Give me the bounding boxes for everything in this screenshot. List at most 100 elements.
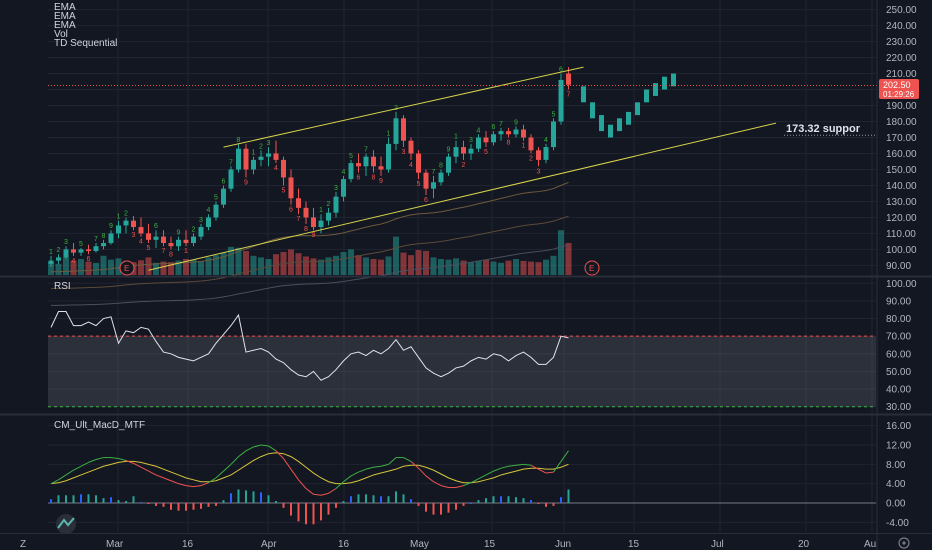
candle-body[interactable] <box>213 204 219 218</box>
candle-body[interactable] <box>468 148 474 154</box>
candle-body[interactable] <box>123 220 129 226</box>
candle-body[interactable] <box>476 137 481 149</box>
candle-body[interactable] <box>161 236 166 244</box>
candle-body[interactable] <box>333 196 339 213</box>
candle-body[interactable] <box>408 140 414 154</box>
candle-body[interactable] <box>183 239 189 244</box>
macd-pane[interactable] <box>48 444 876 525</box>
candle-body[interactable] <box>86 249 91 252</box>
macd-histogram-bar <box>515 497 517 503</box>
candle-body[interactable] <box>326 212 331 221</box>
candle-body[interactable] <box>78 249 84 253</box>
candle-body[interactable] <box>138 227 144 234</box>
forecast-bar[interactable] <box>590 102 595 119</box>
candle-body[interactable] <box>513 129 519 135</box>
candle-body[interactable] <box>71 249 76 253</box>
candle-body[interactable] <box>131 220 136 228</box>
candle-body[interactable] <box>536 150 541 160</box>
price-axis-tick-label: 150.00 <box>886 165 917 176</box>
candle-body[interactable] <box>453 147 459 157</box>
forecast-bar[interactable] <box>581 86 586 103</box>
candle-body[interactable] <box>206 217 211 228</box>
candle-body[interactable] <box>266 153 271 157</box>
candle-body[interactable] <box>273 153 279 160</box>
candle-body[interactable] <box>423 172 429 189</box>
forecast-bar[interactable] <box>662 76 667 90</box>
td-sequential-count: 4 <box>477 127 481 134</box>
candle-body[interactable] <box>566 73 571 85</box>
candle-body[interactable] <box>491 134 496 143</box>
forecast-bar[interactable] <box>653 83 658 96</box>
candle-body[interactable] <box>146 233 151 240</box>
candle-body[interactable] <box>101 243 106 247</box>
macd-line-segment <box>200 482 209 487</box>
candle-body[interactable] <box>296 198 301 208</box>
candle-body[interactable] <box>356 163 361 167</box>
candle-body[interactable] <box>243 148 249 170</box>
candle-body[interactable] <box>558 79 564 122</box>
forecast-bar[interactable] <box>617 118 622 132</box>
candle-body[interactable] <box>348 163 354 180</box>
corner-icon[interactable]: Z <box>20 539 26 550</box>
volume-bar <box>528 261 534 275</box>
candle-body[interactable] <box>251 159 256 170</box>
candle-body[interactable] <box>63 249 69 258</box>
candle-body[interactable] <box>168 243 174 247</box>
candle-body[interactable] <box>318 220 324 228</box>
candle-body[interactable] <box>198 227 204 237</box>
candle-body[interactable] <box>521 129 526 138</box>
candle-body[interactable] <box>371 156 376 167</box>
forecast-bar[interactable] <box>671 73 676 87</box>
td-sequential-count: 2 <box>529 155 533 162</box>
candle-body[interactable] <box>303 207 309 218</box>
candle-body[interactable] <box>483 137 489 143</box>
candle-body[interactable] <box>386 143 391 170</box>
candle-body[interactable] <box>116 225 121 234</box>
channel-upper-line[interactable] <box>223 66 584 148</box>
earnings-marker-1[interactable]: E <box>119 260 135 276</box>
candle-body[interactable] <box>258 156 264 160</box>
candle-body[interactable] <box>543 147 549 160</box>
candle-body[interactable] <box>108 233 114 244</box>
candle-body[interactable] <box>393 118 399 144</box>
candle-body[interactable] <box>236 148 241 170</box>
candle-body[interactable] <box>341 179 346 197</box>
candle-body[interactable] <box>378 166 384 170</box>
candle-body[interactable] <box>461 147 466 154</box>
macd-signal-line[interactable] <box>50 452 569 485</box>
candle-body[interactable] <box>228 169 234 189</box>
candle-body[interactable] <box>191 236 196 244</box>
candle-body[interactable] <box>311 217 316 228</box>
candle-body[interactable] <box>153 236 159 240</box>
rsi-pane[interactable] <box>48 311 876 408</box>
candle-body[interactable] <box>431 182 436 189</box>
settings-gear-icon[interactable] <box>898 537 910 549</box>
channel-lower-line[interactable] <box>148 122 777 271</box>
candle-body[interactable] <box>506 131 511 135</box>
candle-body[interactable] <box>551 121 556 148</box>
candle-body[interactable] <box>48 260 54 264</box>
candle-body[interactable] <box>363 156 369 167</box>
rsi-line[interactable] <box>50 311 569 381</box>
candle-body[interactable] <box>221 188 226 205</box>
candle-body[interactable] <box>288 177 294 199</box>
candle-body[interactable] <box>416 153 421 173</box>
candle-body[interactable] <box>401 118 406 141</box>
candle-body[interactable] <box>281 159 286 178</box>
tradingview-logo-icon[interactable] <box>56 514 76 534</box>
forecast-bar[interactable] <box>635 102 640 116</box>
forecast-bar[interactable] <box>644 89 649 103</box>
candle-body[interactable] <box>528 137 534 151</box>
candle-body[interactable] <box>498 131 504 135</box>
candle-body[interactable] <box>176 239 181 247</box>
candle-body[interactable] <box>438 172 444 183</box>
forecast-bar[interactable] <box>599 115 604 132</box>
candle-body[interactable] <box>446 156 451 173</box>
candle-body[interactable] <box>93 246 99 252</box>
candle-body[interactable] <box>56 257 61 261</box>
forecast-bar[interactable] <box>608 124 613 138</box>
forecast-bar[interactable] <box>626 111 631 125</box>
earnings-marker-2[interactable]: E <box>584 260 600 276</box>
